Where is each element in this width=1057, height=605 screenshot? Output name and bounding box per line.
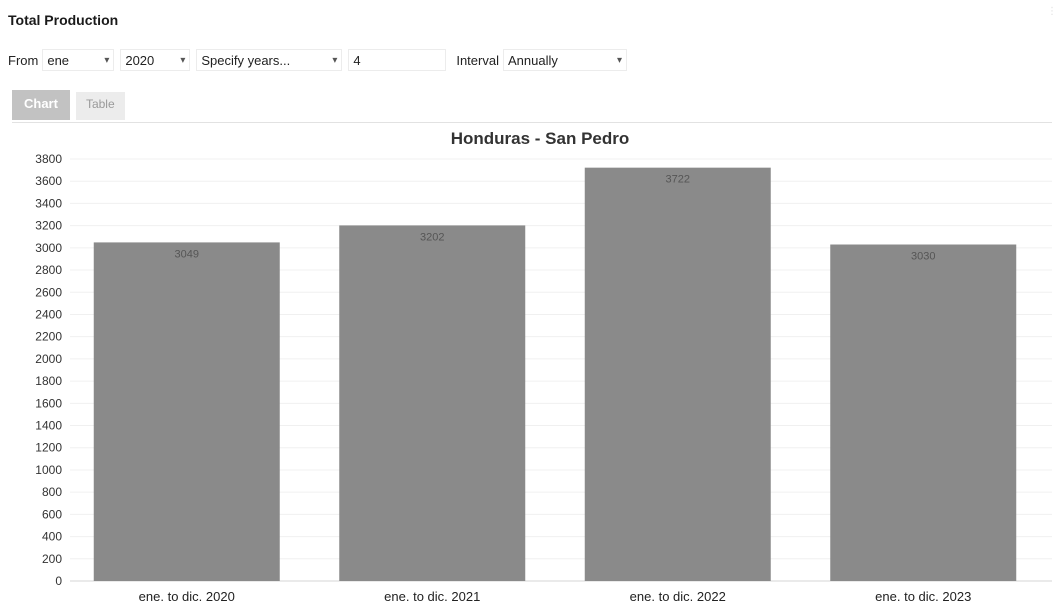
data-label: 3202 — [420, 231, 444, 243]
view-tabs: Chart Table — [12, 90, 125, 120]
y-tick-label: 2200 — [35, 330, 62, 344]
divider — [12, 122, 1052, 123]
y-tick-label: 1600 — [35, 396, 62, 410]
x-tick-label: ene. to dic. 2021 — [384, 589, 480, 604]
data-label: 3049 — [175, 248, 199, 260]
bar — [830, 244, 1017, 581]
y-tick-label: 3200 — [35, 219, 62, 233]
y-tick-label: 3000 — [35, 241, 62, 255]
range-mode-select[interactable]: Specify years... ▾ — [196, 49, 343, 71]
x-tick-label: ene. to dic. 2023 — [875, 589, 971, 604]
y-tick-label: 200 — [42, 552, 62, 566]
x-tick-label: ene. to dic. 2022 — [630, 589, 726, 604]
interval-select-value: Annually — [507, 52, 558, 68]
tab-table[interactable]: Table — [75, 92, 125, 120]
y-tick-label: 2800 — [35, 263, 62, 277]
y-tick-label: 1400 — [35, 419, 62, 433]
y-tick-label: 1800 — [35, 374, 62, 388]
y-tick-label: 600 — [42, 507, 62, 521]
y-tick-label: 400 — [42, 530, 62, 544]
interval-label: Interval — [456, 52, 499, 68]
from-label: From — [8, 52, 39, 68]
y-tick-label: 1200 — [35, 441, 62, 455]
x-tick-label: ene. to dic. 2020 — [139, 589, 235, 604]
bar — [584, 167, 771, 581]
bar — [93, 242, 280, 582]
y-tick-label: 1000 — [35, 463, 62, 477]
y-tick-label: 800 — [42, 485, 62, 499]
month-select-value: ene — [47, 52, 70, 68]
chevron-down-icon: ▾ — [180, 54, 186, 66]
years-count-input[interactable]: 4 — [348, 49, 447, 71]
tab-chart[interactable]: Chart — [12, 90, 70, 120]
menu-icon[interactable]: ⋮ — [1047, 6, 1057, 17]
data-label: 3722 — [666, 174, 690, 186]
month-select[interactable]: ene ▾ — [42, 49, 115, 71]
y-tick-label: 2600 — [35, 285, 62, 299]
y-tick-label: 0 — [55, 574, 62, 588]
chevron-down-icon: ▾ — [616, 54, 622, 66]
chevron-down-icon: ▾ — [104, 54, 110, 66]
filter-bar: From ene ▾ 2020 ▾ Specify years... ▾ 4 I… — [8, 48, 633, 72]
page-title: Total Production — [8, 12, 119, 28]
y-tick-label: 2000 — [35, 352, 62, 366]
y-tick-label: 3600 — [35, 174, 62, 188]
year-select[interactable]: 2020 ▾ — [120, 49, 191, 71]
bar — [339, 225, 526, 581]
interval-select[interactable]: Annually ▾ — [502, 49, 627, 71]
chart-title: Honduras - San Pedro — [451, 129, 630, 148]
year-select-value: 2020 — [125, 52, 155, 68]
y-tick-label: 3400 — [35, 196, 62, 210]
data-label: 3030 — [911, 251, 935, 263]
y-tick-label: 2400 — [35, 307, 62, 321]
chevron-down-icon: ▾ — [332, 54, 338, 66]
production-bar-chart: Honduras - San Pedro 0 200 400 600 800 1000 120… — [35, 129, 1052, 604]
range-mode-select-value: Specify years... — [201, 52, 291, 68]
y-tick-label: 3800 — [35, 152, 62, 166]
